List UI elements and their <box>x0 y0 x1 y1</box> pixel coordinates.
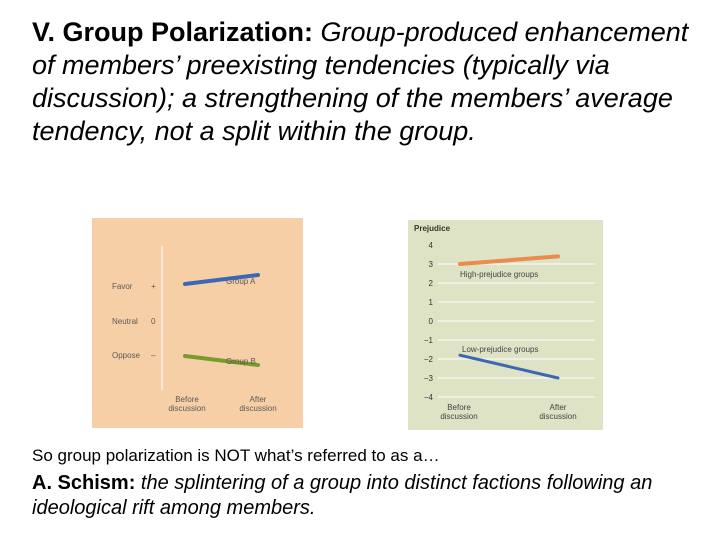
chart-b-grid <box>438 263 595 398</box>
chart-b-tick-label: −1 <box>424 336 434 345</box>
schism-definition: A. Schism: the splintering of a group in… <box>32 471 692 521</box>
chart-a-line-group-a <box>183 273 260 286</box>
chart-a-ylabel-zero: 0 <box>151 317 156 326</box>
chart-a-background <box>92 218 303 428</box>
chart-b-tick-label: 2 <box>429 279 434 288</box>
chart-a-xlabel-before: Before discussion <box>168 395 205 413</box>
chart-b-tick-label: 0 <box>429 317 434 326</box>
chart-b-series-label-high: High-prejudice groups <box>460 270 538 279</box>
chart-a-ylabel-favor: Favor <box>112 282 133 291</box>
heading-definition: Group-produced enhancement of members’ p… <box>32 17 689 146</box>
schism-term: A. Schism: <box>32 472 136 494</box>
chart-b-series-layer <box>458 254 560 380</box>
chart-b-tick-label: −4 <box>424 393 434 402</box>
chart-b-x-labels: Before discussion After discussion <box>440 403 576 421</box>
chart-a-series-label-group-b: Group B <box>226 357 256 366</box>
transition-note: So group polarization is NOT what’s refe… <box>32 446 440 465</box>
heading-term: V. Group Polarization: <box>32 17 314 47</box>
chart-a-series-labels: Group A Group B <box>226 277 256 366</box>
chart-b-y-ticks: 4 3 2 1 0 −1 −2 −3 −4 <box>424 241 434 402</box>
chart-b-ylabel: Prejudice <box>414 224 451 233</box>
chart-b-tick-label: −3 <box>424 374 434 383</box>
chart-a-y-labels: Favor + Neutral 0 Oppose – <box>112 282 156 360</box>
chart-b-tick-label: 1 <box>429 298 434 307</box>
chart-b-line-high-prejudice <box>458 254 560 266</box>
chart-b-series-labels: High-prejudice groups Low-prejudice grou… <box>460 270 539 354</box>
chart-a-series-layer <box>183 273 260 367</box>
chart-a-line-group-b <box>183 354 260 367</box>
chart-a-series-label-group-a: Group A <box>226 277 256 286</box>
chart-a-x-labels: Before discussion After discussion <box>168 395 276 413</box>
chart-a-ylabel-plus: + <box>151 282 156 291</box>
chart-a-xlabel-after: After discussion <box>239 395 276 413</box>
chart-b-xlabel-before: Before discussion <box>440 403 477 421</box>
chart-b-series-label-low: Low-prejudice groups <box>462 345 539 354</box>
chart-a-ylabel-minus: – <box>151 351 156 360</box>
chart-b-line-low-prejudice <box>458 353 560 380</box>
chart-b-tick-label: 4 <box>429 241 434 250</box>
chart-b-tick-label: 3 <box>429 260 434 269</box>
schism-text: the splintering of a group into distinct… <box>32 472 653 519</box>
chart-b-tick-label: −2 <box>424 355 434 364</box>
chart-b-background <box>408 220 603 430</box>
chart-b-xlabel-after: After discussion <box>539 403 576 421</box>
chart-prejudice: Prejudice 4 3 2 1 0 −1 −2 −3 −4 High-prejudice g… <box>408 220 603 430</box>
chart-a-ylabel-oppose: Oppose <box>112 351 141 360</box>
chart-group-a-b: Favor + Neutral 0 Oppose – Group A Group… <box>92 218 303 428</box>
slide-heading: V. Group Polarization: Group-produced en… <box>32 16 692 148</box>
chart-a-ylabel-neutral: Neutral <box>112 317 138 326</box>
